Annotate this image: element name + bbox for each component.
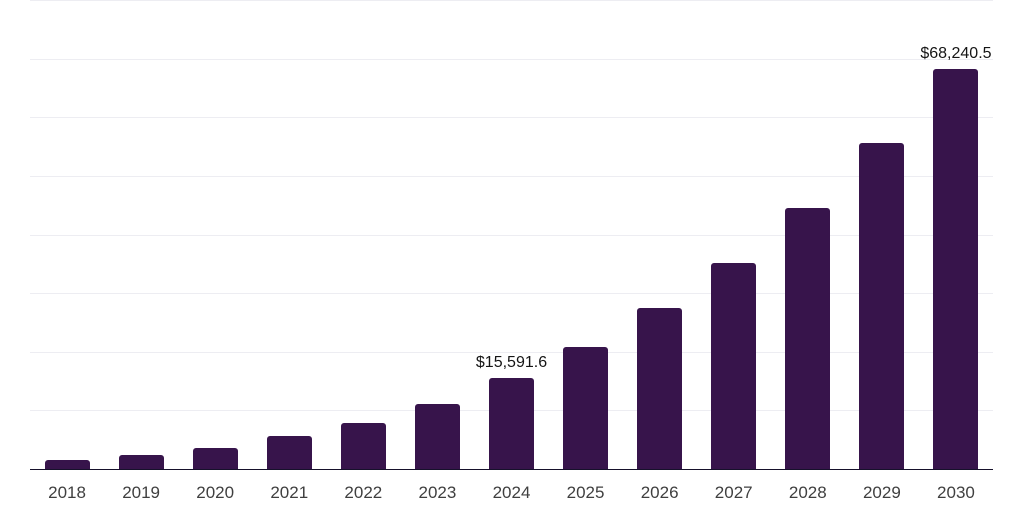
gridline [30, 351, 993, 353]
bar-2028 [785, 207, 831, 469]
x-axis-label-2018: 2018 [48, 483, 86, 502]
bar-2023 [414, 404, 460, 469]
bar-2018 [44, 459, 90, 469]
plot-area: $15,591.6 $68,240.5 [30, 0, 993, 470]
x-axis-label-2029: 2029 [862, 483, 901, 502]
gridline [30, 0, 993, 1]
bar-2022 [340, 422, 386, 469]
bar-2026 [637, 307, 683, 469]
x-axis-line [30, 469, 993, 470]
bar-2019 [118, 454, 164, 469]
x-axis-label-2025: 2025 [566, 483, 605, 502]
x-axis-label-2027: 2027 [714, 483, 753, 502]
gridline [30, 117, 993, 119]
gridline [30, 175, 993, 177]
bar-2021 [266, 436, 312, 469]
bar-2020 [192, 448, 238, 469]
x-axis-tick-labels: 2018 2019 2020 2021 2022 2023 2024 2025 2026 2027… [30, 482, 993, 506]
x-axis-label-2019: 2019 [122, 483, 161, 502]
bar-2027 [711, 263, 757, 469]
bar-2029 [859, 142, 905, 469]
value-label-2030: $68,240.5 [920, 44, 992, 62]
bar-2030 [933, 68, 979, 469]
bar-2024 [489, 377, 534, 469]
x-axis-label-2023: 2023 [418, 483, 457, 502]
bar-2025 [563, 347, 609, 469]
value-label-2024: $15,591.6 [475, 353, 548, 371]
x-axis-label-2028: 2028 [788, 483, 827, 502]
gridline [30, 293, 993, 295]
x-axis-label-2030: 2030 [937, 483, 975, 502]
x-axis-label-2020: 2020 [196, 483, 235, 502]
x-axis-label-2021: 2021 [270, 483, 309, 502]
x-axis-label-2022: 2022 [344, 483, 383, 502]
x-axis-label-2026: 2026 [640, 483, 679, 502]
gridline [30, 58, 993, 60]
gridline [30, 234, 993, 236]
x-axis-label-2024: 2024 [492, 483, 531, 502]
